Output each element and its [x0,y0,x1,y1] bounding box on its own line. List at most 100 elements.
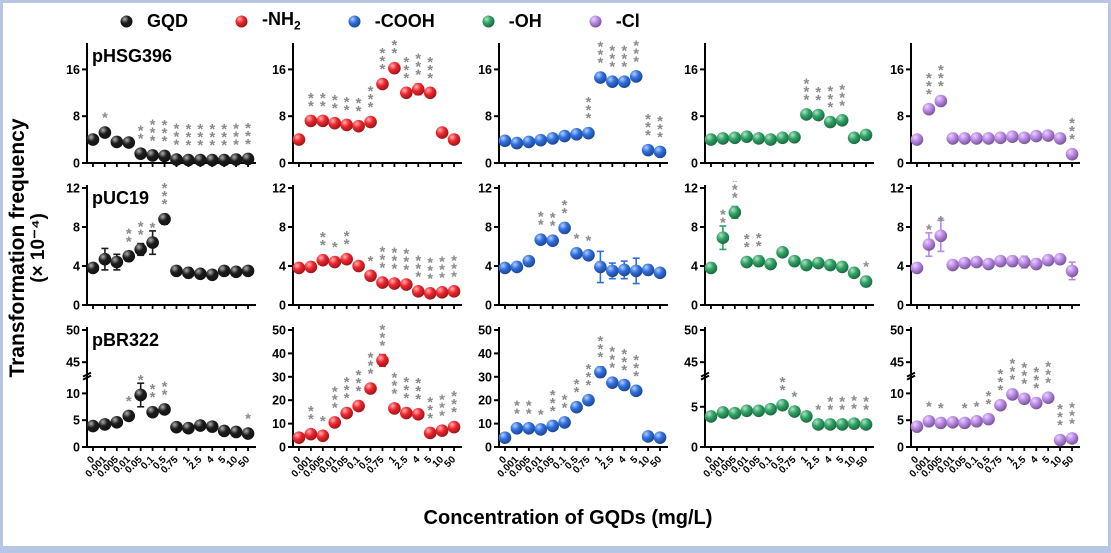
svg-text:*: * [998,382,1004,399]
svg-text:*: * [403,382,409,399]
svg-text:50: 50 [1061,454,1077,470]
svg-text:*: * [998,374,1004,391]
svg-text:*: * [344,390,350,407]
svg-text:*: * [938,213,944,230]
legend-marker-icon [348,15,361,27]
panel-pUC19-COOH: 0 4 8 12 * * * * * * * * [465,181,671,323]
svg-text:*: * [150,220,156,237]
svg-text:*: * [403,374,409,391]
svg-text:*: * [732,181,738,190]
svg-text:*: * [245,128,251,145]
svg-text:*: * [380,323,386,338]
svg-text:*: * [221,121,227,138]
svg-text:*: * [1069,415,1075,432]
legend-item-OH: -OH [481,11,542,32]
svg-text:*: * [403,390,409,407]
svg-text:*: * [926,78,932,95]
svg-text:*: * [609,360,615,377]
svg-text:*: * [185,137,191,154]
svg-text:*: * [526,405,532,422]
svg-text:*: * [621,59,627,76]
svg-text:*: * [586,232,592,249]
svg-text:*: * [185,121,191,138]
svg-text:*: * [391,377,397,394]
svg-text:*: * [633,360,639,377]
legend-marker-icon [482,15,495,27]
svg-text:*: * [439,253,445,270]
svg-text:*: * [162,133,168,150]
svg-text:*: * [380,53,386,70]
y-axis-label: Transformation frequency (× 10⁻⁴) [3,39,53,513]
legend-item-COOH: -COOH [347,11,435,32]
svg-text:8: 8 [485,221,492,235]
svg-text:*: * [1069,407,1075,424]
svg-text:0: 0 [485,157,492,171]
svg-text:*: * [427,262,433,279]
svg-text:*: * [380,244,386,261]
svg-text:10: 10 [272,417,286,431]
legend-marker-icon [235,15,248,27]
svg-text:*: * [851,401,857,418]
svg-text:*: * [391,253,397,270]
svg-text:*: * [391,39,397,46]
svg-text:16: 16 [684,63,698,77]
svg-text:*: * [633,352,639,369]
svg-text:50: 50 [443,454,459,470]
svg-text:*: * [586,377,592,394]
svg-text:*: * [356,375,362,392]
svg-text:*: * [368,99,374,116]
panel-pBR322-NH2: 0 10 20 30 40 50 0 * * 0.001 * 0.005 * * * 0.01 * * * 0.05 *… [259,323,465,513]
svg-text:*: * [514,405,520,422]
svg-text:8: 8 [279,221,286,235]
svg-text:*: * [851,393,857,410]
svg-text:*: * [609,43,615,60]
svg-text:*: * [562,391,568,408]
svg-text:*: * [332,391,338,408]
svg-text:*: * [403,70,409,87]
svg-text:4: 4 [823,454,835,466]
svg-text:*: * [597,39,603,56]
svg-text:*: * [380,252,386,269]
svg-text:*: * [415,58,421,75]
svg-text:45: 45 [890,356,904,370]
svg-text:50: 50 [649,454,665,470]
svg-text:*: * [597,341,603,358]
svg-text:*: * [308,411,314,428]
svg-text:*: * [197,121,203,138]
svg-text:*: * [1069,115,1075,132]
svg-text:*: * [368,253,374,270]
svg-text:0: 0 [897,299,904,313]
svg-text:*: * [827,83,833,100]
svg-text:*: * [427,394,433,411]
svg-text:4: 4 [73,260,80,274]
panel-pHSG396-GQD: 0 8 16 * * * * * * * * * * * * * * * * * * * * * * * * * * * * * * pHSG39… [53,39,259,181]
legend-item-label: GQD [147,10,189,31]
svg-text:*: * [138,226,144,243]
svg-text:0: 0 [485,441,492,455]
svg-text:*: * [962,400,968,417]
svg-text:*: * [926,86,932,103]
svg-text:*: * [574,376,580,393]
svg-text:4: 4 [279,260,286,274]
svg-text:*: * [368,366,374,383]
svg-text:*: * [732,189,738,206]
svg-text:*: * [621,51,627,68]
svg-text:*: * [839,81,845,98]
panel-pHSG396-Cl: 0 8 16 * * * * * * * * * [877,39,1083,181]
svg-text:*: * [526,397,532,414]
svg-text:12: 12 [890,182,904,196]
svg-text:*: * [138,218,144,235]
svg-text:*: * [391,45,397,62]
svg-text:45: 45 [66,356,80,370]
svg-text:*: * [863,259,869,276]
svg-text:12: 12 [684,182,698,196]
svg-text:*: * [245,136,251,153]
svg-text:*: * [451,268,457,285]
svg-text:4: 4 [485,260,492,274]
svg-text:*: * [439,261,445,278]
x-axis-label: Concentration of GQDs (mg/L) [423,507,713,529]
svg-text:*: * [1057,417,1063,434]
svg-text:*: * [427,410,433,427]
svg-text:*: * [609,352,615,369]
svg-text:*: * [780,382,786,399]
